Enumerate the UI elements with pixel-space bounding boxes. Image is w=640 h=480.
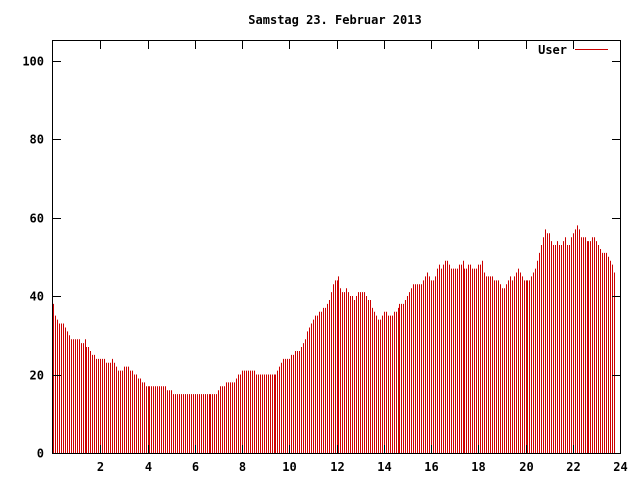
x-tick-label: 22 [566,460,580,474]
x-tick-label: 24 [613,460,627,474]
x-tick-label: 2 [97,460,104,474]
y-tick-label: 80 [30,133,44,147]
x-tick-label: 8 [239,460,246,474]
y-tick-label: 60 [30,212,44,226]
x-tick-label: 14 [377,460,391,474]
legend: User [538,43,608,57]
axes-layer [52,40,621,454]
y-tick-label: 40 [30,290,44,304]
legend-label-user: User [538,43,567,57]
x-tick-label: 20 [519,460,533,474]
y-tick-label: 100 [22,55,44,69]
x-tick-label: 18 [471,460,485,474]
x-tick-label: 4 [145,460,152,474]
x-tick-label: 10 [282,460,296,474]
x-tick-label: 16 [424,460,438,474]
y-tick-label: 20 [30,369,44,383]
x-tick-label: 12 [330,460,344,474]
x-tick-label: 6 [192,460,199,474]
bars-layer [53,225,615,453]
y-tick-label: 0 [37,447,44,461]
chart-title: Samstag 23. Februar 2013 [248,13,421,27]
plot-frame [52,40,621,454]
